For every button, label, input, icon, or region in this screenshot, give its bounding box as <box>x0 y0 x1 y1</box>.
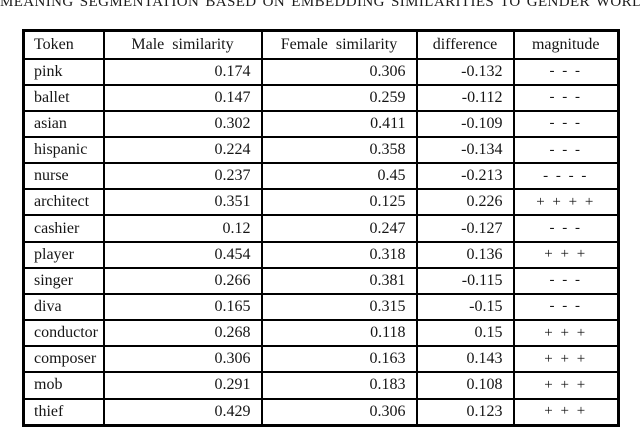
female-similarity-cell: 0.247 <box>260 214 418 243</box>
female-similarity-cell: 0.259 <box>260 83 418 112</box>
magnitude-cell: + + + <box>512 319 620 348</box>
table-caption: MEANING SEGMENTATION BASED ON EMBEDDING … <box>0 0 640 11</box>
difference-cell: 0.123 <box>415 397 515 427</box>
table-row: hispanic 0.224 0.358 -0.134- - - <box>22 135 620 165</box>
female-similarity-cell: 0.358 <box>260 135 418 165</box>
male-similarity-cell: 0.174 <box>102 57 263 86</box>
col-header-female-similarity: Female similarity <box>260 29 418 60</box>
magnitude-cell: - - - <box>512 83 620 112</box>
male-similarity-cell: 0.454 <box>102 240 263 269</box>
table-row: ballet 0.147 0.259 -0.112- - - <box>22 83 620 112</box>
female-similarity-cell: 0.315 <box>260 292 418 322</box>
difference-cell: 0.108 <box>415 371 515 400</box>
magnitude-cell: + + + <box>512 240 620 269</box>
male-similarity-cell: 0.12 <box>102 214 263 243</box>
difference-cell: -0.15 <box>415 292 515 322</box>
magnitude-cell: - - - <box>512 135 620 165</box>
female-similarity-cell: 0.118 <box>260 319 418 348</box>
table-row: thief 0.429 0.306 0.123 + + + <box>22 397 620 427</box>
token-cell: composer <box>22 345 105 374</box>
male-similarity-cell: 0.302 <box>102 109 263 138</box>
male-similarity-cell: 0.165 <box>102 292 263 322</box>
female-similarity-cell: 0.381 <box>260 266 418 295</box>
magnitude-cell: - - - <box>512 292 620 322</box>
magnitude-cell: - - - <box>512 57 620 86</box>
female-similarity-cell: 0.411 <box>260 109 418 138</box>
col-header-male-similarity: Male similarity <box>102 29 263 60</box>
magnitude-cell: - - - <box>512 266 620 295</box>
token-cell: thief <box>22 397 105 427</box>
col-header-token: Token <box>22 29 105 60</box>
token-cell: architect <box>22 188 105 217</box>
difference-cell: 0.15 <box>415 319 515 348</box>
difference-cell: 0.136 <box>415 240 515 269</box>
male-similarity-cell: 0.351 <box>102 188 263 217</box>
female-similarity-cell: 0.306 <box>260 397 418 427</box>
difference-cell: -0.115 <box>415 266 515 295</box>
token-cell: mob <box>22 371 105 400</box>
token-cell: ballet <box>22 83 105 112</box>
table-row: mob 0.291 0.183 0.108 + + + <box>22 371 620 400</box>
difference-cell: 0.226 <box>415 188 515 217</box>
gender-similarity-table: Token Male similarity Female similarity … <box>22 29 620 427</box>
difference-cell: -0.112 <box>415 83 515 112</box>
table-row: player 0.454 0.318 0.136 + + + <box>22 240 620 269</box>
token-cell: player <box>22 240 105 269</box>
difference-cell: -0.213 <box>415 162 515 191</box>
table-caption-text: MEANING SEGMENTATION BASED ON EMBEDDING … <box>0 0 640 10</box>
magnitude-cell: + + + + <box>512 188 620 217</box>
male-similarity-cell: 0.266 <box>102 266 263 295</box>
male-similarity-cell: 0.237 <box>102 162 263 191</box>
difference-cell: 0.143 <box>415 345 515 374</box>
table-row: cashier 0.12 0.247 -0.127- - - <box>22 214 620 243</box>
token-cell: cashier <box>22 214 105 243</box>
difference-cell: -0.132 <box>415 57 515 86</box>
difference-cell: -0.109 <box>415 109 515 138</box>
magnitude-cell: + + + <box>512 345 620 374</box>
female-similarity-cell: 0.45 <box>260 162 418 191</box>
token-cell: nurse <box>22 162 105 191</box>
table-row: singer 0.266 0.381 -0.115- - - <box>22 266 620 295</box>
difference-cell: -0.127 <box>415 214 515 243</box>
female-similarity-cell: 0.306 <box>260 57 418 86</box>
male-similarity-cell: 0.268 <box>102 319 263 348</box>
token-cell: singer <box>22 266 105 295</box>
male-similarity-cell: 0.306 <box>102 345 263 374</box>
female-similarity-cell: 0.163 <box>260 345 418 374</box>
token-cell: diva <box>22 292 105 322</box>
table-row: nurse 0.237 0.45 -0.213- - - - <box>22 162 620 191</box>
male-similarity-cell: 0.429 <box>102 397 263 427</box>
table-row: architect 0.351 0.125 0.226 + + + + <box>22 188 620 217</box>
token-cell: conductor <box>22 319 105 348</box>
table-row: composer 0.306 0.163 0.143 + + + <box>22 345 620 374</box>
female-similarity-cell: 0.125 <box>260 188 418 217</box>
token-cell: hispanic <box>22 135 105 165</box>
col-header-difference: difference <box>415 29 515 60</box>
table-row: conductor 0.268 0.118 0.15 + + + <box>22 319 620 348</box>
female-similarity-cell: 0.318 <box>260 240 418 269</box>
token-cell: pink <box>22 57 105 86</box>
magnitude-cell: + + + <box>512 371 620 400</box>
table-row: asian 0.302 0.411 -0.109- - - <box>22 109 620 138</box>
table-row: diva 0.165 0.315 -0.15- - - <box>22 292 620 322</box>
table-row: pink 0.174 0.306 -0.132- - - <box>22 57 620 86</box>
male-similarity-cell: 0.291 <box>102 371 263 400</box>
difference-cell: -0.134 <box>415 135 515 165</box>
header-row: Token Male similarity Female similarity … <box>22 29 620 60</box>
male-similarity-cell: 0.147 <box>102 83 263 112</box>
col-header-magnitude: magnitude <box>512 29 620 60</box>
magnitude-cell: - - - <box>512 109 620 138</box>
female-similarity-cell: 0.183 <box>260 371 418 400</box>
magnitude-cell: + + + <box>512 397 620 427</box>
male-similarity-cell: 0.224 <box>102 135 263 165</box>
magnitude-cell: - - - <box>512 214 620 243</box>
magnitude-cell: - - - - <box>512 162 620 191</box>
token-cell: asian <box>22 109 105 138</box>
table-body: pink 0.174 0.306 -0.132- - - ballet 0.147 0.25… <box>22 57 620 427</box>
